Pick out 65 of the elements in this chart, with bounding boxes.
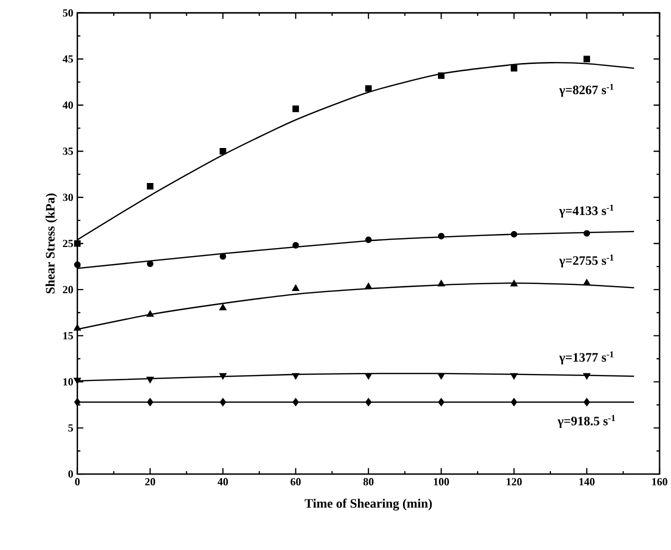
- point: [74, 261, 81, 268]
- x-tick-label: 160: [652, 478, 668, 486]
- point: [74, 377, 81, 384]
- y-tick-label: 40: [62, 101, 73, 109]
- x-tick-label: 20: [145, 478, 156, 486]
- point: [146, 310, 154, 317]
- point: [365, 398, 372, 406]
- point: [510, 230, 518, 238]
- point: [584, 398, 590, 406]
- point: [292, 284, 300, 291]
- y-tick-label: 15: [63, 332, 73, 340]
- y-tick-label: 20: [62, 286, 73, 294]
- point: [292, 398, 299, 406]
- point: [438, 398, 444, 406]
- point: [74, 398, 80, 406]
- point: [365, 282, 372, 289]
- x-tick-label: 140: [580, 478, 595, 486]
- point: [365, 85, 372, 92]
- point: [510, 280, 518, 286]
- point: [220, 398, 226, 406]
- point: [584, 56, 590, 62]
- y-tick-label: 35: [62, 147, 73, 155]
- point: [510, 372, 518, 380]
- y-tick-label: 45: [62, 55, 73, 62]
- point: [220, 252, 226, 260]
- x-tick-label: 40: [218, 478, 228, 486]
- point: [292, 105, 299, 112]
- point: [438, 232, 444, 240]
- series-label: γ=918.5 s$^{-1}$: [558, 414, 616, 428]
- point: [74, 240, 81, 247]
- series-label: γ=4133 s$^{-1}$: [559, 204, 614, 218]
- point: [438, 280, 445, 286]
- text: γ=8267 s$^{-1}$: [559, 84, 614, 97]
- x-tick-label: 60: [290, 478, 301, 486]
- y-tick-label: 5: [68, 424, 73, 432]
- point: [510, 64, 518, 72]
- series-label: γ=1377 s$^{-1}$: [559, 351, 614, 364]
- point: [220, 148, 226, 154]
- x-tick-label: 100: [434, 478, 449, 486]
- y-axis-title: Shear Stress (kPa): [46, 193, 58, 294]
- x-tick-label: 0: [75, 478, 80, 486]
- point: [510, 398, 518, 406]
- point: [74, 324, 81, 330]
- x-tick-label: 120: [506, 478, 522, 486]
- point: [292, 242, 299, 248]
- point: [146, 260, 154, 267]
- point: [583, 279, 590, 286]
- y-tick-label: 30: [62, 193, 73, 201]
- point: [583, 372, 590, 380]
- point: [146, 182, 154, 190]
- point: [438, 72, 444, 79]
- point: [219, 304, 226, 310]
- x-tick-label: 80: [363, 478, 374, 486]
- point: [219, 372, 226, 380]
- point: [365, 236, 372, 243]
- y-tick-label: 10: [63, 378, 73, 386]
- y-tick-label: 50: [62, 9, 73, 16]
- point: [292, 372, 300, 380]
- series-label: γ=2755 s$^{-1}$: [559, 254, 614, 268]
- y-tick-label: 0: [68, 470, 73, 478]
- point: [584, 230, 590, 236]
- point: [146, 376, 154, 383]
- point: [147, 398, 154, 406]
- y-tick-label: 25: [62, 240, 73, 247]
- x-axis-title: Time of Shearing (min): [304, 498, 432, 510]
